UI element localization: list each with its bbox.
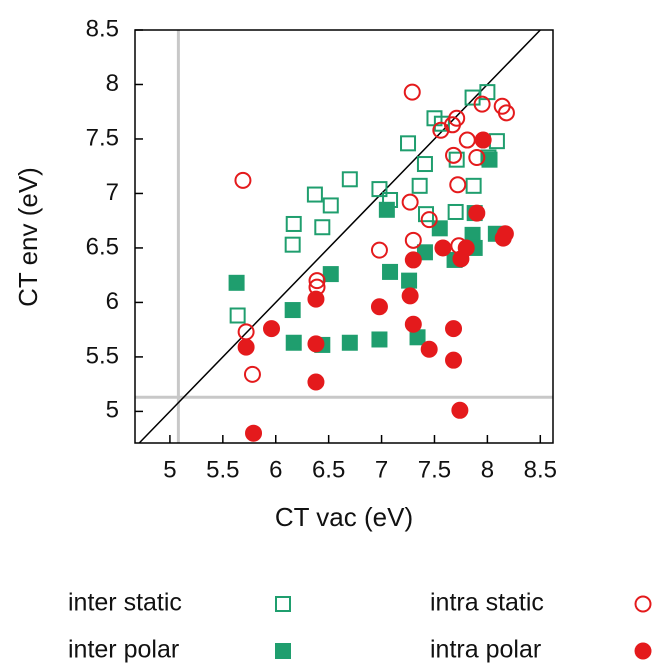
point: [341, 334, 358, 351]
point: [245, 424, 263, 442]
point: [263, 320, 281, 338]
point: [401, 287, 419, 305]
point: [237, 338, 255, 356]
y-tick-label: 6.5: [86, 233, 119, 260]
legend-marker: [275, 643, 291, 659]
point: [322, 197, 339, 214]
point: [322, 266, 339, 283]
point: [416, 244, 433, 261]
y-tick-label: 6: [106, 288, 119, 315]
point: [403, 83, 421, 101]
point: [447, 203, 464, 220]
point: [445, 351, 463, 369]
point: [496, 225, 514, 243]
point: [307, 335, 325, 353]
point: [229, 307, 246, 324]
point: [284, 236, 301, 253]
x-axis-title: CT vac (eV): [275, 502, 413, 532]
y-tick-label: 8.5: [86, 15, 119, 42]
legend-marker: [634, 595, 652, 613]
legend-marker: [634, 642, 652, 660]
legend-label: intra polar: [430, 636, 541, 664]
point: [488, 133, 505, 150]
point: [307, 373, 325, 391]
point: [449, 176, 467, 194]
point: [404, 251, 422, 269]
point: [401, 193, 419, 211]
point: [465, 177, 482, 194]
point: [411, 177, 428, 194]
y-tick-label: 5.5: [86, 342, 119, 369]
x-tick-label: 5.5: [206, 456, 239, 483]
point: [228, 274, 245, 291]
point: [468, 204, 486, 222]
point: [404, 315, 422, 333]
point: [468, 148, 486, 166]
x-tick-label: 7.5: [418, 456, 451, 483]
point: [416, 156, 433, 173]
x-tick-label: 8: [481, 456, 494, 483]
y-tick-label: 7: [106, 179, 119, 206]
point: [371, 181, 388, 198]
point: [285, 334, 302, 351]
x-tick-label: 5: [163, 456, 176, 483]
point: [473, 95, 491, 113]
point: [341, 171, 358, 188]
point: [237, 323, 255, 341]
point: [314, 219, 331, 236]
point: [401, 272, 418, 289]
point: [370, 298, 388, 316]
point: [400, 135, 417, 152]
point: [370, 241, 388, 259]
point: [420, 340, 438, 358]
point: [243, 365, 261, 383]
point: [404, 231, 422, 249]
point: [382, 263, 399, 280]
point: [306, 186, 323, 203]
legend-label: intra static: [430, 589, 544, 617]
point: [285, 215, 302, 232]
point: [497, 104, 515, 122]
x-tick-label: 7: [375, 456, 388, 483]
legend-marker: [275, 596, 291, 612]
plot-frame: [134, 29, 554, 444]
x-tick-label: 8.5: [524, 456, 557, 483]
legend-label: inter polar: [68, 636, 179, 664]
legend-label: inter static: [68, 589, 182, 617]
x-tick-label: 6.5: [312, 456, 345, 483]
x-tick-label: 6: [269, 456, 282, 483]
point: [458, 131, 476, 149]
point: [284, 302, 301, 319]
point: [308, 272, 326, 290]
point: [431, 220, 448, 237]
point: [378, 201, 395, 218]
point: [448, 109, 466, 127]
point: [434, 239, 452, 257]
point: [234, 171, 252, 189]
point: [451, 401, 469, 419]
y-tick-label: 7.5: [86, 124, 119, 151]
point: [371, 331, 388, 348]
y-axis-title: CT env (eV): [13, 167, 43, 307]
point: [307, 290, 325, 308]
point: [481, 151, 498, 168]
diagonal-line: [138, 29, 541, 444]
point: [457, 239, 475, 257]
point: [420, 211, 438, 229]
point: [433, 115, 450, 132]
y-tick-label: 8: [106, 70, 119, 97]
y-tick-label: 5: [106, 397, 119, 424]
point: [448, 151, 465, 168]
point: [474, 131, 492, 149]
point: [445, 146, 463, 164]
point: [445, 320, 463, 338]
